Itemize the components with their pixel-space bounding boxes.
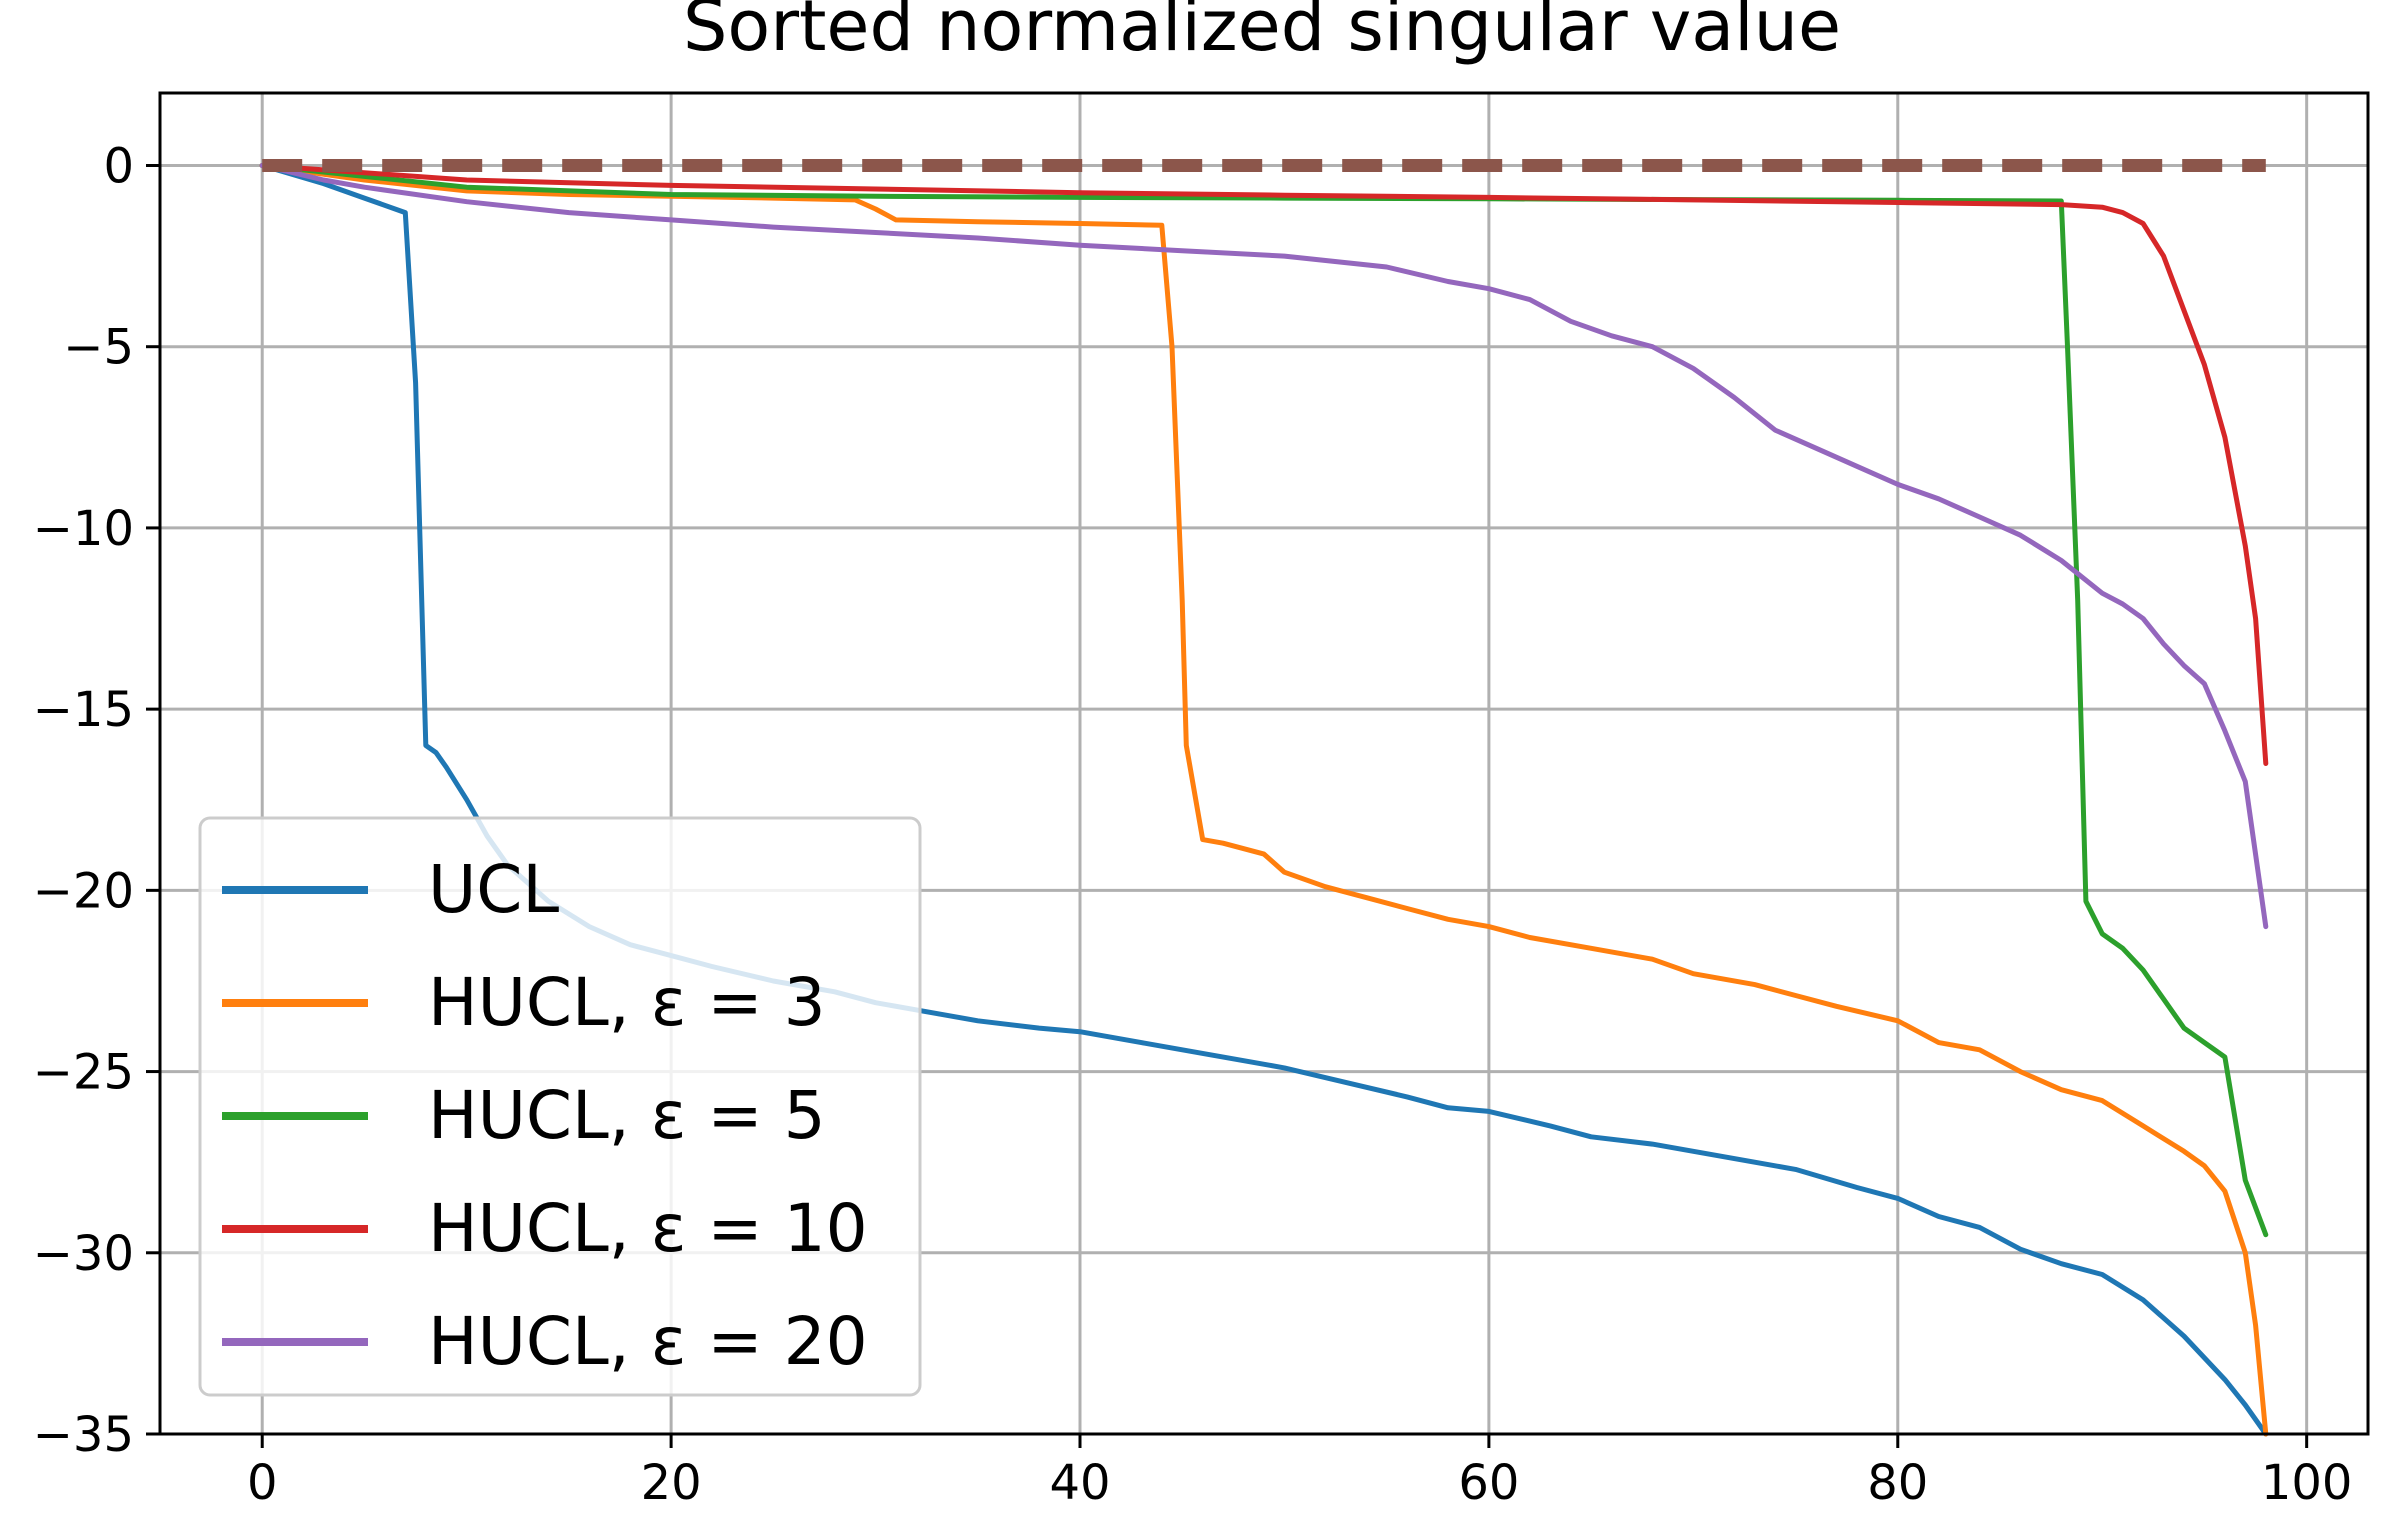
y-tick-label: −20 bbox=[33, 863, 134, 919]
series-line-2 bbox=[259, 163, 2269, 1238]
y-tick-label: −30 bbox=[33, 1226, 134, 1282]
plot-frame bbox=[158, 91, 2370, 1436]
series-line-3 bbox=[259, 163, 2269, 766]
legend-label: HUCL, ε = 3 bbox=[428, 964, 826, 1041]
series-line-4 bbox=[259, 163, 2269, 930]
y-tick-label: 0 bbox=[103, 138, 134, 194]
x-tick-label: 100 bbox=[2261, 1455, 2353, 1511]
x-tick-label: 60 bbox=[1458, 1455, 1519, 1511]
legend-label: HUCL, ε = 5 bbox=[428, 1077, 826, 1154]
legend-box bbox=[198, 816, 922, 1397]
legend-label: HUCL, ε = 20 bbox=[428, 1303, 868, 1380]
y-tick-label: −5 bbox=[63, 320, 134, 376]
y-tick-label: −10 bbox=[33, 501, 134, 557]
x-tick-label: 0 bbox=[247, 1455, 278, 1511]
legend-label: HUCL, ε = 10 bbox=[428, 1190, 868, 1267]
series-line-1 bbox=[259, 163, 2269, 1437]
x-tick-label: 80 bbox=[1867, 1455, 1928, 1511]
series-line-0 bbox=[259, 163, 2269, 1437]
tick-layer: 0 20 40 60 80 100 0 −5 −10 −15 −20 −25 −30 −35 bbox=[33, 138, 2353, 1511]
x-tick-label: 40 bbox=[1049, 1455, 1110, 1511]
chart-title: Sorted normalized singular value bbox=[683, 0, 1841, 67]
y-tick-label: −15 bbox=[33, 682, 134, 738]
y-tick-label: −25 bbox=[33, 1045, 134, 1101]
legend-label: UCL bbox=[428, 851, 559, 928]
series-layer bbox=[259, 159, 2269, 1437]
x-tick-label: 20 bbox=[641, 1455, 702, 1511]
legend: UCL HUCL, ε = 3 HUCL, ε = 5 HUCL, ε = 10 HUC… bbox=[198, 816, 922, 1397]
y-tick-label: −35 bbox=[33, 1407, 134, 1463]
